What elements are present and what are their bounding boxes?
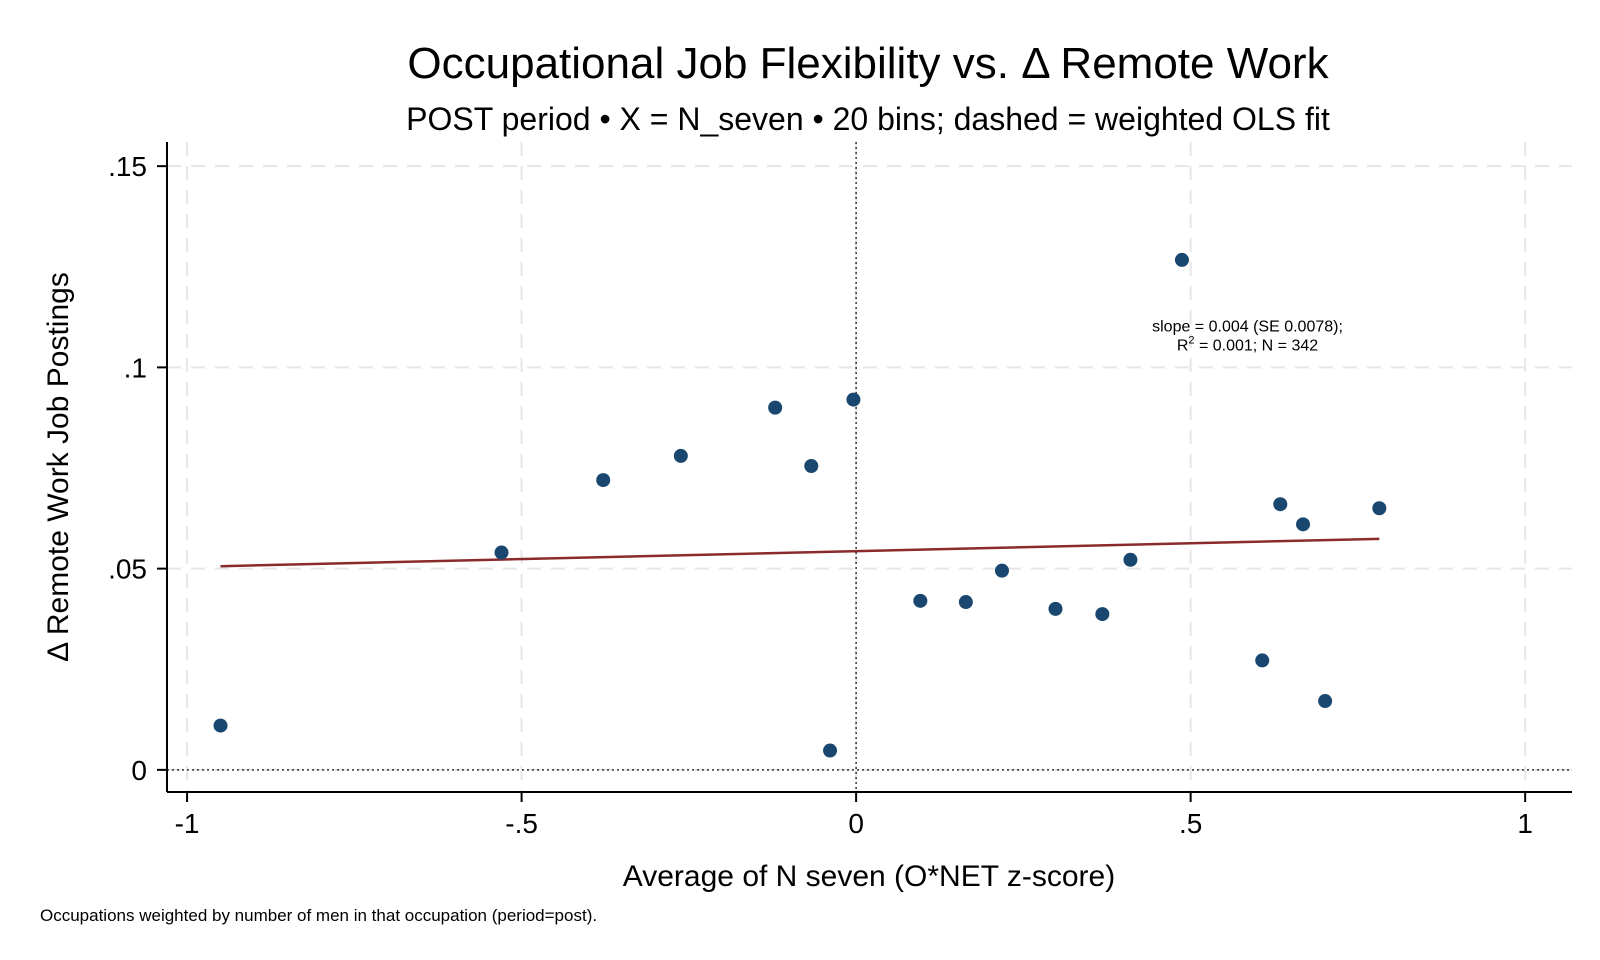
- data-point-7: [846, 392, 861, 407]
- data-point-1: [494, 545, 509, 560]
- footnote: Occupations weighted by number of men in…: [40, 906, 597, 925]
- data-point-5: [804, 458, 819, 473]
- data-point-6: [823, 743, 838, 758]
- scatter-points: [213, 252, 1387, 758]
- annotation-slope: slope = 0.004 (SE 0.0078);: [1152, 318, 1343, 335]
- y-tick-label-3: .15: [108, 151, 147, 182]
- data-point-10: [994, 563, 1009, 578]
- x-axis-ticks: -1 -.5 0 .5 1: [175, 792, 1533, 839]
- chart-title: Occupational Job Flexibility vs. Δ Remot…: [407, 39, 1329, 88]
- fit-line: [220, 537, 1380, 568]
- data-point-4: [768, 400, 783, 415]
- data-point-17: [1296, 517, 1311, 532]
- y-axis-label: Δ Remote Work Job Postings: [42, 272, 75, 662]
- x-tick-label-3: .5: [1179, 808, 1202, 839]
- data-point-15: [1255, 653, 1270, 668]
- data-point-2: [596, 473, 611, 488]
- data-point-0: [213, 718, 228, 733]
- x-tick-label-4: 1: [1517, 808, 1533, 839]
- y-axis-ticks: 0 .05 .1 .15: [108, 151, 167, 786]
- annotation-r-superscript: 2: [1188, 334, 1194, 346]
- annotation-r2-rest: = 0.001; N = 342: [1195, 337, 1319, 354]
- y-tick-label-2: .1: [124, 352, 147, 383]
- regression-annotation: slope = 0.004 (SE 0.0078); R2 = 0.001; N…: [1152, 318, 1343, 354]
- data-point-19: [1372, 501, 1387, 516]
- data-point-14: [1174, 252, 1189, 267]
- gridlines: [167, 142, 1572, 792]
- data-point-8: [913, 593, 928, 608]
- y-tick-label-1: .05: [108, 554, 147, 585]
- x-tick-label-0: -1: [175, 808, 200, 839]
- reference-lines: [167, 142, 1572, 792]
- data-point-9: [958, 595, 973, 610]
- data-point-16: [1273, 497, 1288, 512]
- data-point-18: [1318, 694, 1333, 709]
- data-point-3: [673, 448, 688, 463]
- annotation-r2: R2 = 0.001; N = 342: [1177, 334, 1318, 354]
- x-tick-label-1: -.5: [505, 808, 538, 839]
- annotation-r: R: [1177, 337, 1189, 354]
- chart-subtitle: POST period • X = N_seven • 20 bins; das…: [406, 101, 1330, 137]
- fit-line-layer: [220, 537, 1380, 568]
- data-point-13: [1123, 552, 1138, 567]
- x-tick-label-2: 0: [848, 808, 864, 839]
- data-point-12: [1095, 607, 1110, 622]
- x-axis-label: Average of N seven (O*NET z-score): [623, 860, 1115, 893]
- y-tick-label-0: 0: [131, 755, 147, 786]
- data-point-11: [1048, 601, 1063, 616]
